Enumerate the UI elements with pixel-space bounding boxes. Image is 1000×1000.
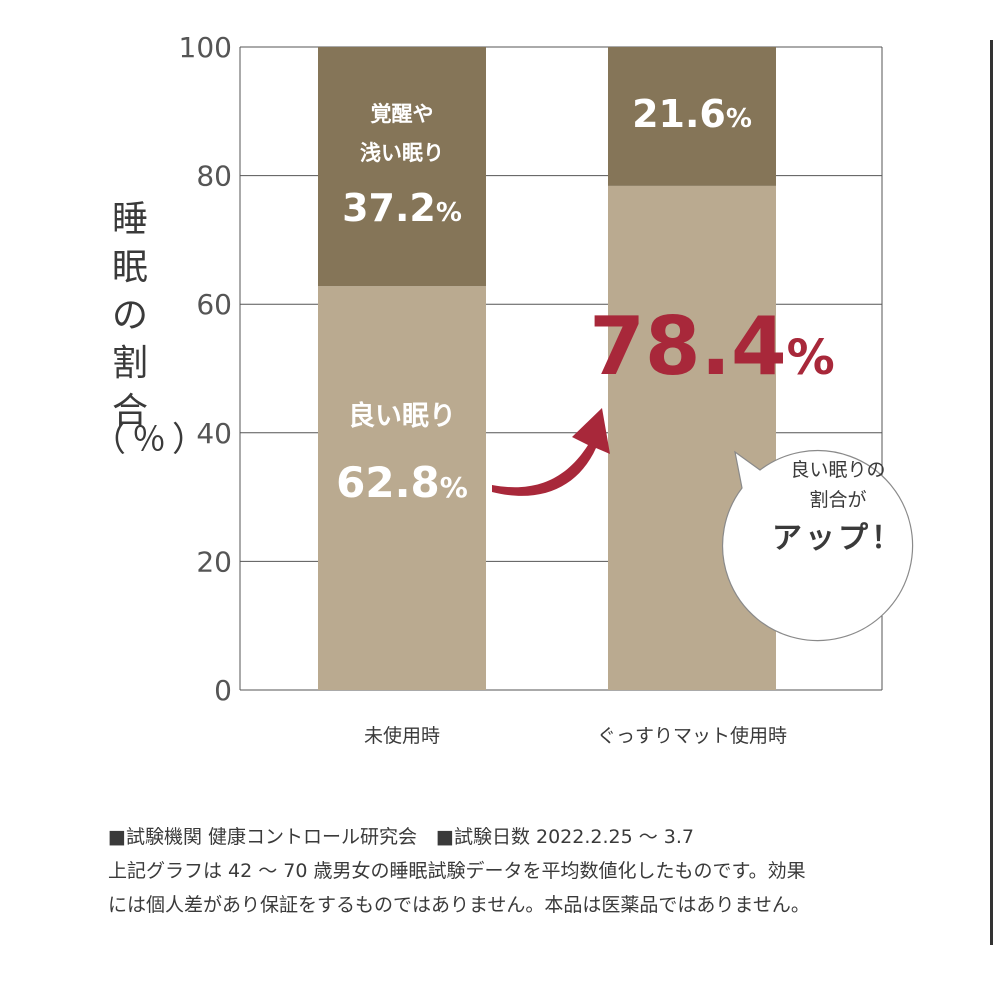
bar1-bottom-label: 良い眠り — [348, 400, 456, 432]
y-tick-label: 0 — [214, 674, 232, 707]
bar2-top-value: 21.6% — [632, 92, 752, 136]
y-axis-unit: （％） — [92, 420, 212, 460]
bubble-line-1: 良い眠りの — [790, 459, 886, 481]
y-axis-ticks: 0 20 40 60 80 100 — [179, 31, 232, 707]
y-tick-label: 40 — [196, 417, 232, 450]
bubble-text: 良い眠りの 割合が アップ！ — [738, 455, 938, 563]
y-tick-label: 60 — [196, 288, 232, 321]
x-tick-label: ぐっすりマット使用時 — [597, 725, 787, 747]
y-axis-label: 睡眠の割合 — [111, 199, 148, 432]
bar1-top-value: 37.2% — [342, 186, 462, 230]
bar-segment — [608, 47, 776, 186]
bubble-line-2: 割合が — [809, 489, 867, 511]
bar-segment — [318, 286, 486, 690]
speech-bubble — [722, 450, 914, 642]
right-divider — [990, 40, 993, 945]
y-tick-label: 20 — [196, 545, 232, 578]
curved-arrow-icon — [492, 408, 610, 496]
y-tick-label: 80 — [196, 160, 232, 193]
bar-segment — [318, 47, 486, 287]
bar1-top-label-line1: 覚醒や — [371, 102, 434, 126]
y-tick-label: 100 — [179, 31, 232, 64]
x-axis-labels: 未使用時 ぐっすりマット使用時 — [364, 725, 787, 747]
x-tick-label: 未使用時 — [364, 725, 440, 747]
footnotes: ■試験機関 健康コントロール研究会 ■試験日数 2022.2.25 ～ 3.7 … — [108, 820, 958, 922]
note-line-3: には個人差があり保証をするものではありません。本品は医薬品ではありません。 — [108, 894, 810, 916]
note-line-1: ■試験機関 健康コントロール研究会 ■試験日数 2022.2.25 ～ 3.7 — [108, 826, 694, 848]
bar-segment — [608, 185, 776, 690]
bubble-line-3: アップ！ — [772, 521, 904, 556]
bar1-bottom-value: 62.8% — [336, 458, 468, 507]
bar2-highlight-value: 78.4% — [589, 300, 834, 393]
note-line-2: 上記グラフは 42 ～ 70 歳男女の睡眠試験データを平均数値化したものです。効… — [108, 860, 806, 882]
bar1-top-label-line2: 浅い眠り — [360, 141, 444, 165]
